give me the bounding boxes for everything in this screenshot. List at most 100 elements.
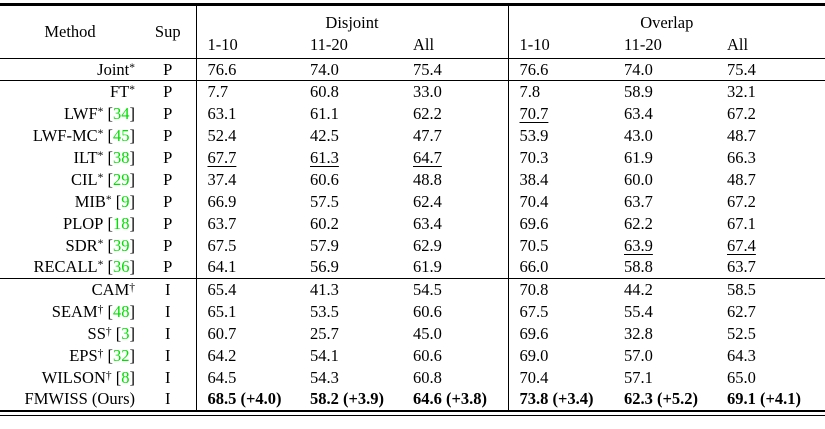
method-cell: EPS† [32] — [0, 345, 140, 367]
method-cell: MIB* [9] — [0, 191, 140, 213]
method-name: ILT — [73, 147, 98, 167]
cite-close-bracket: ] — [129, 235, 136, 255]
citation-link[interactable]: 45 — [113, 125, 130, 145]
disjoint-1-10-cell: 64.2 — [195, 344, 299, 367]
cite-open-bracket: [ — [103, 125, 114, 145]
table-row-joint: Joint* P 76.6 74.0 75.4 76.6 74.0 75.4 — [0, 58, 825, 81]
disjoint-11-20-cell: 56.9 — [310, 257, 339, 277]
overlap-all-cell: 67.2 — [727, 103, 756, 123]
method-cell: PLOP [18] — [0, 213, 140, 235]
cite-close-bracket: ] — [129, 301, 136, 321]
table-row-ilt: ILT* [38] P 67.7 61.3 64.7 70.3 61.9 66.… — [0, 146, 825, 169]
method-cell: FT* — [0, 81, 140, 103]
overlap-1-10-cell: 70.3 — [507, 146, 613, 169]
table-row-cil: CIL* [29] P 37.4 60.6 48.8 38.4 60.0 48.… — [0, 168, 825, 191]
method-mark: † — [129, 281, 135, 294]
overlap-1-10-cell: 70.7 — [507, 102, 613, 125]
cite-open-bracket: [ — [103, 213, 114, 233]
citation-link[interactable]: 39 — [113, 235, 130, 255]
overlap-11-20-cell: 63.7 — [624, 191, 653, 211]
disjoint-all-cell: 47.7 — [413, 125, 442, 145]
method-mark: † — [97, 303, 104, 316]
method-name: CAM — [91, 279, 130, 299]
cite-close-bracket: ] — [129, 169, 136, 189]
table-row-cam: CAM† I 65.4 41.3 54.5 70.8 44.2 58.5 — [0, 278, 825, 301]
citation-link[interactable]: 48 — [113, 301, 130, 321]
method-name: LWF-MC — [32, 125, 98, 145]
method-name: WILSON — [41, 367, 106, 387]
overlap-11-20-cell: 44.2 — [613, 278, 716, 301]
cite-close-bracket: ] — [129, 257, 136, 277]
citation-link[interactable]: 34 — [113, 103, 130, 123]
disjoint-1-10-cell: 66.9 — [195, 190, 299, 213]
overlap-all-cell: 48.7 — [727, 169, 756, 189]
disjoint-1-10-cell: 52.4 — [195, 124, 299, 147]
header-row-groups: Method Sup Disjoint Overlap — [0, 4, 825, 59]
table-row-lwf-mc: LWF-MC* [45] P 52.4 42.5 47.7 53.9 43.0 … — [0, 124, 825, 147]
method-cell: ILT* [38] — [0, 147, 140, 169]
method-name: FT — [109, 81, 130, 101]
col-group-disjoint: Disjoint — [195, 4, 508, 34]
disjoint-11-20-cell: 25.7 — [310, 323, 339, 343]
table-row-ss: SS† [3] I 60.7 25.7 45.0 69.6 32.8 52.5 — [0, 322, 825, 345]
col-header-sup: Sup — [140, 4, 196, 59]
method-name: MIB — [74, 191, 106, 211]
disjoint-11-20-cell: 42.5 — [310, 125, 339, 145]
overlap-1-10-cell: 70.4 — [507, 366, 613, 389]
disjoint-1-10-cell: 65.4 — [195, 278, 299, 301]
citation-link[interactable]: 32 — [113, 345, 130, 365]
cite-close-bracket: ] — [129, 323, 136, 343]
sup-cell: P — [163, 213, 173, 233]
cite-close-bracket: ] — [129, 125, 136, 145]
overlap-1-10-cell: 53.9 — [507, 124, 613, 147]
overlap-11-20-cell: 58.9 — [624, 81, 653, 101]
overlap-1-10-cell: 66.0 — [507, 256, 613, 279]
sup-cell: P — [163, 191, 173, 211]
disjoint-11-20-cell: 61.1 — [310, 103, 339, 123]
bottom-thin-rule — [0, 414, 825, 416]
method-mark: * — [97, 259, 104, 272]
disjoint-11-20-cell: 41.3 — [299, 278, 402, 301]
col-header-disjoint-all: All — [402, 33, 508, 59]
overlap-11-20-cell: 63.9 — [624, 235, 653, 255]
citation-link[interactable]: 9 — [121, 191, 130, 211]
method-mark: * — [97, 127, 104, 140]
header-row-subcolumns: 1-10 11-20 All 1-10 11-20 All — [0, 33, 825, 59]
method-mark: * — [97, 105, 104, 118]
citation-link[interactable]: 3 — [121, 323, 130, 343]
disjoint-1-10-cell: 7.7 — [195, 80, 299, 103]
overlap-all-cell: 67.1 — [727, 213, 756, 233]
method-cell: LWF-MC* [45] — [0, 125, 140, 147]
overlap-1-10-cell: 7.8 — [507, 80, 613, 103]
citation-link[interactable]: 8 — [121, 367, 130, 387]
disjoint-1-10-cell: 76.6 — [195, 58, 299, 81]
cite-open-bracket: [ — [103, 345, 114, 365]
method-name: Joint — [97, 59, 130, 79]
sup-cell: I — [165, 301, 171, 321]
citation-link[interactable]: 38 — [113, 147, 130, 167]
overlap-11-20-cell: 62.2 — [624, 213, 653, 233]
method-mark: * — [97, 237, 104, 250]
table-row-seam: SEAM† [48] I 65.1 53.5 60.6 67.5 55.4 62… — [0, 300, 825, 323]
citation-link[interactable]: 36 — [113, 257, 130, 277]
sup-cell: P — [163, 235, 173, 255]
citation-link[interactable]: 18 — [113, 213, 130, 233]
cite-close-bracket: ] — [129, 345, 136, 365]
cite-open-bracket: [ — [103, 257, 114, 277]
sup-cell: P — [163, 81, 173, 101]
sup-cell: I — [165, 367, 171, 387]
disjoint-all-cell: 45.0 — [413, 323, 442, 343]
overlap-1-10-cell: 69.6 — [507, 212, 613, 235]
method-cell: SDR* [39] — [0, 235, 140, 257]
cite-open-bracket: [ — [111, 367, 122, 387]
disjoint-all-cell: 64.6 (+3.8) — [413, 389, 488, 408]
method-cell: FMWISS (Ours) — [0, 389, 140, 411]
method-name: PLOP — [63, 213, 104, 233]
sup-cell: P — [163, 257, 173, 277]
method-cell: CAM† — [0, 278, 140, 301]
citation-link[interactable]: 29 — [113, 169, 130, 189]
method-mark: * — [129, 61, 135, 74]
table-row-mib: MIB* [9] P 66.9 57.5 62.4 70.4 63.7 67.2 — [0, 190, 825, 213]
col-group-overlap: Overlap — [507, 4, 825, 34]
